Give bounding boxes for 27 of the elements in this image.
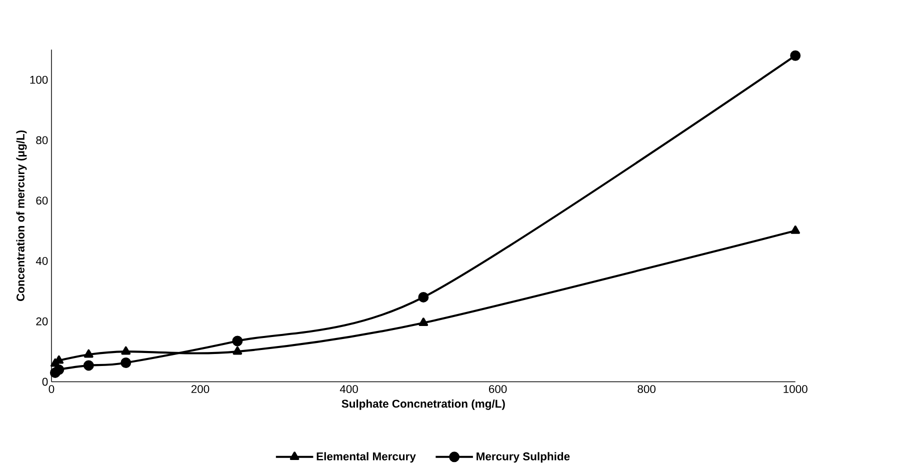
y-tick-label: 0 <box>42 378 48 386</box>
point <box>232 346 242 355</box>
point <box>84 349 94 358</box>
y-tick-label: 40 <box>36 256 48 265</box>
x-tick-label: 800 <box>638 384 656 393</box>
point <box>790 225 800 234</box>
y-tick-label: 20 <box>36 317 48 326</box>
legend-label: Elemental Mercury <box>316 452 416 462</box>
y-tick-label: 80 <box>36 136 48 144</box>
x-tick-label: 0 <box>48 384 54 393</box>
point <box>232 336 243 346</box>
x-tick-label: 200 <box>191 384 210 393</box>
point <box>418 292 429 302</box>
point <box>121 346 131 355</box>
legend-label: Mercury Sulphide <box>476 452 570 462</box>
point <box>418 317 428 326</box>
y-axis-title: Concentration of mercury (μg/L) <box>16 130 27 301</box>
point <box>120 357 132 368</box>
y-tick-label: 100 <box>30 76 48 84</box>
x-tick-label: 1000 <box>784 384 808 393</box>
x-tick-label: 400 <box>340 384 358 393</box>
point <box>54 364 64 375</box>
point <box>83 360 94 371</box>
point <box>790 50 801 61</box>
x-axis-title: Sulphate Concnetration (mg/L) <box>342 399 505 410</box>
x-tick-label: 600 <box>489 384 507 393</box>
y-tick-label: 60 <box>36 196 48 204</box>
